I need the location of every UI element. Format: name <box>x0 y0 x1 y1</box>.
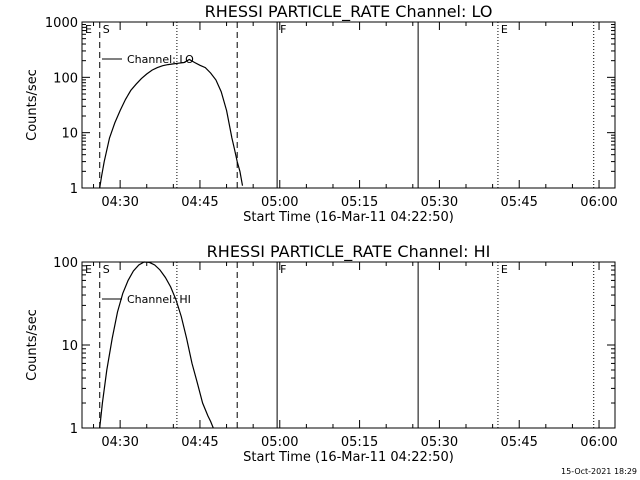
y-tick-label: 10 <box>61 339 78 354</box>
y-tick-label: 1 <box>70 422 78 437</box>
legend-label: Channel: HI <box>127 293 191 306</box>
x-tick-label: 06:00 <box>580 435 617 450</box>
x-tick-label: 05:45 <box>500 435 537 450</box>
x-tick-label: 04:45 <box>181 195 218 210</box>
event-marker-label: S <box>103 23 110 36</box>
y-axis-label: Counts/sec <box>25 309 40 381</box>
series-line <box>99 261 214 429</box>
x-axis-label: Start Time (16-Mar-11 04:22:50) <box>243 210 454 225</box>
x-tick-label: 04:30 <box>101 195 138 210</box>
chart-panels: RHESSI PARTICLE_RATE Channel: LOE S F E04:3… <box>25 2 618 465</box>
x-tick-label: 05:30 <box>421 435 458 450</box>
x-tick-label: 05:15 <box>341 435 378 450</box>
x-tick-label: 05:00 <box>261 195 298 210</box>
x-tick-label: 05:00 <box>261 435 298 450</box>
y-axis-label: Counts/sec <box>25 69 40 141</box>
x-tick-label: 04:30 <box>101 435 138 450</box>
event-marker-label: E <box>85 263 92 276</box>
event-marker-label: F <box>280 263 286 276</box>
chart-title: RHESSI PARTICLE_RATE Channel: LO <box>205 2 493 22</box>
x-tick-label: 05:15 <box>341 195 378 210</box>
y-tick-label: 1000 <box>45 16 78 31</box>
chart-title: RHESSI PARTICLE_RATE Channel: HI <box>207 242 491 262</box>
chart-panel-2: RHESSI PARTICLE_RATE Channel: HIE S F E04:3… <box>25 242 618 465</box>
event-marker-label: E <box>501 263 508 276</box>
y-tick-label: 1 <box>70 182 78 197</box>
y-tick-label: 10 <box>61 127 78 142</box>
event-marker-label: E <box>501 23 508 36</box>
series-line <box>99 58 244 189</box>
event-marker-label: F <box>280 23 286 36</box>
x-axis-label: Start Time (16-Mar-11 04:22:50) <box>243 450 454 465</box>
x-tick-label: 05:30 <box>421 195 458 210</box>
legend-label: Channel: LO <box>127 53 194 66</box>
event-marker-label: S <box>103 263 110 276</box>
x-tick-label: 05:45 <box>500 195 537 210</box>
y-tick-label: 100 <box>53 256 78 271</box>
x-tick-label: 06:00 <box>580 195 617 210</box>
event-marker-label: E <box>85 23 92 36</box>
y-tick-label: 100 <box>53 71 78 86</box>
x-tick-label: 04:45 <box>181 435 218 450</box>
footer-timestamp: 15-Oct-2021 18:29 <box>561 467 637 476</box>
chart-panel-1: RHESSI PARTICLE_RATE Channel: LOE S F E04:3… <box>25 2 618 225</box>
